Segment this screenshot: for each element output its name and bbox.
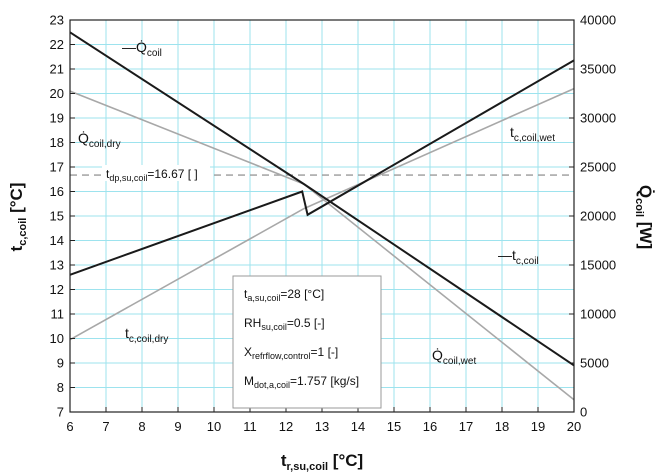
label-t-coil-dry: tc,coil,dry bbox=[125, 325, 168, 345]
y-right-tick-label: 40000 bbox=[580, 13, 616, 28]
y-right-tick-label: 20000 bbox=[580, 209, 616, 224]
x-tick-label: 10 bbox=[207, 419, 221, 434]
param-mdot-a-coil: Mdot,a,coil=1.757 [kg/s] bbox=[244, 374, 359, 390]
y-right-tick-label: 0 bbox=[580, 405, 587, 420]
param-ta-su-coil: ta,su,coil=28 [°C] bbox=[244, 287, 324, 303]
parameter-box bbox=[232, 275, 382, 409]
series-line-q-coil-wet bbox=[303, 183, 575, 401]
y-left-tick-label: 23 bbox=[50, 13, 64, 28]
y-left-tick-label: 20 bbox=[50, 86, 64, 101]
x-tick-label: 20 bbox=[567, 419, 581, 434]
series-line-t-c-coil bbox=[69, 59, 575, 276]
param-rh-su-coil: RHsu,coil=0.5 [-] bbox=[244, 316, 325, 332]
label-q-coil: —Q̇coil bbox=[122, 39, 162, 59]
x-tick-label: 6 bbox=[66, 419, 73, 434]
y-left-tick-label: 13 bbox=[50, 258, 64, 273]
y-right-tick-label: 30000 bbox=[580, 111, 616, 126]
y-right-tick-label: 25000 bbox=[580, 160, 616, 175]
y-right-tick-label: 35000 bbox=[580, 62, 616, 77]
dew-point-label: tdp,su,coil=16.67 [ ] bbox=[106, 167, 198, 183]
x-tick-label: 12 bbox=[279, 419, 293, 434]
series-line-t-c-coil-wet bbox=[303, 87, 575, 210]
tick-labels: 6 7 8 9 10 11 12 13 14 15 16 17 18 19 2078910111213141… bbox=[50, 13, 617, 435]
series-lines bbox=[69, 31, 575, 401]
y-left-tick-label: 14 bbox=[50, 233, 64, 248]
y-left-tick-label: 18 bbox=[50, 135, 64, 150]
x-tick-label: 7 bbox=[102, 419, 109, 434]
series-line-q-coil-dry bbox=[69, 90, 305, 185]
y-left-tick-label: 10 bbox=[50, 331, 64, 346]
x-axis-title: tr,su,coil [°C] bbox=[281, 451, 363, 473]
x-tick-label: 17 bbox=[459, 419, 473, 434]
y-left-tick-label: 19 bbox=[50, 111, 64, 126]
y-left-tick-label: 22 bbox=[50, 37, 64, 52]
y-right-axis-title: Q̇coil [W] bbox=[633, 185, 655, 249]
y-left-tick-label: 15 bbox=[50, 209, 64, 224]
series-line-t-c-coil-dry bbox=[69, 207, 305, 341]
y-left-tick-label: 16 bbox=[50, 184, 64, 199]
label-t-coil: —tc,coil bbox=[498, 247, 539, 267]
label-t-coil-wet: tc,coil,wet bbox=[510, 124, 555, 144]
y-right-tick-label: 15000 bbox=[580, 258, 616, 273]
y-left-tick-label: 17 bbox=[50, 160, 64, 175]
y-left-tick-label: 21 bbox=[50, 62, 64, 77]
x-tick-label: 8 bbox=[138, 419, 145, 434]
y-left-tick-label: 9 bbox=[57, 356, 64, 371]
label-q-coil-dry: Q̇coil,dry bbox=[78, 130, 121, 150]
x-tick-label: 14 bbox=[351, 419, 365, 434]
y-right-tick-label: 10000 bbox=[580, 307, 616, 322]
x-tick-label: 15 bbox=[387, 419, 401, 434]
param-x-refrflow-control: Xrefrflow,control=1 [-] bbox=[244, 345, 338, 361]
series-line-q-coil bbox=[69, 31, 575, 367]
y-left-tick-label: 8 bbox=[57, 380, 64, 395]
x-tick-label: 19 bbox=[531, 419, 545, 434]
y-left-tick-label: 11 bbox=[51, 307, 65, 322]
y-right-tick-label: 5000 bbox=[580, 356, 609, 371]
x-tick-label: 13 bbox=[315, 419, 329, 434]
label-q-coil-wet: Q̇coil,wet bbox=[432, 347, 476, 367]
x-tick-label: 9 bbox=[174, 419, 181, 434]
y-left-axis-title: tc,coil [°C] bbox=[7, 183, 29, 252]
x-tick-label: 18 bbox=[495, 419, 509, 434]
x-tick-label: 11 bbox=[243, 419, 257, 434]
y-left-tick-label: 12 bbox=[50, 282, 64, 297]
y-left-tick-label: 7 bbox=[57, 405, 64, 420]
dew-point-label-bg bbox=[102, 165, 210, 181]
x-tick-label: 16 bbox=[423, 419, 437, 434]
